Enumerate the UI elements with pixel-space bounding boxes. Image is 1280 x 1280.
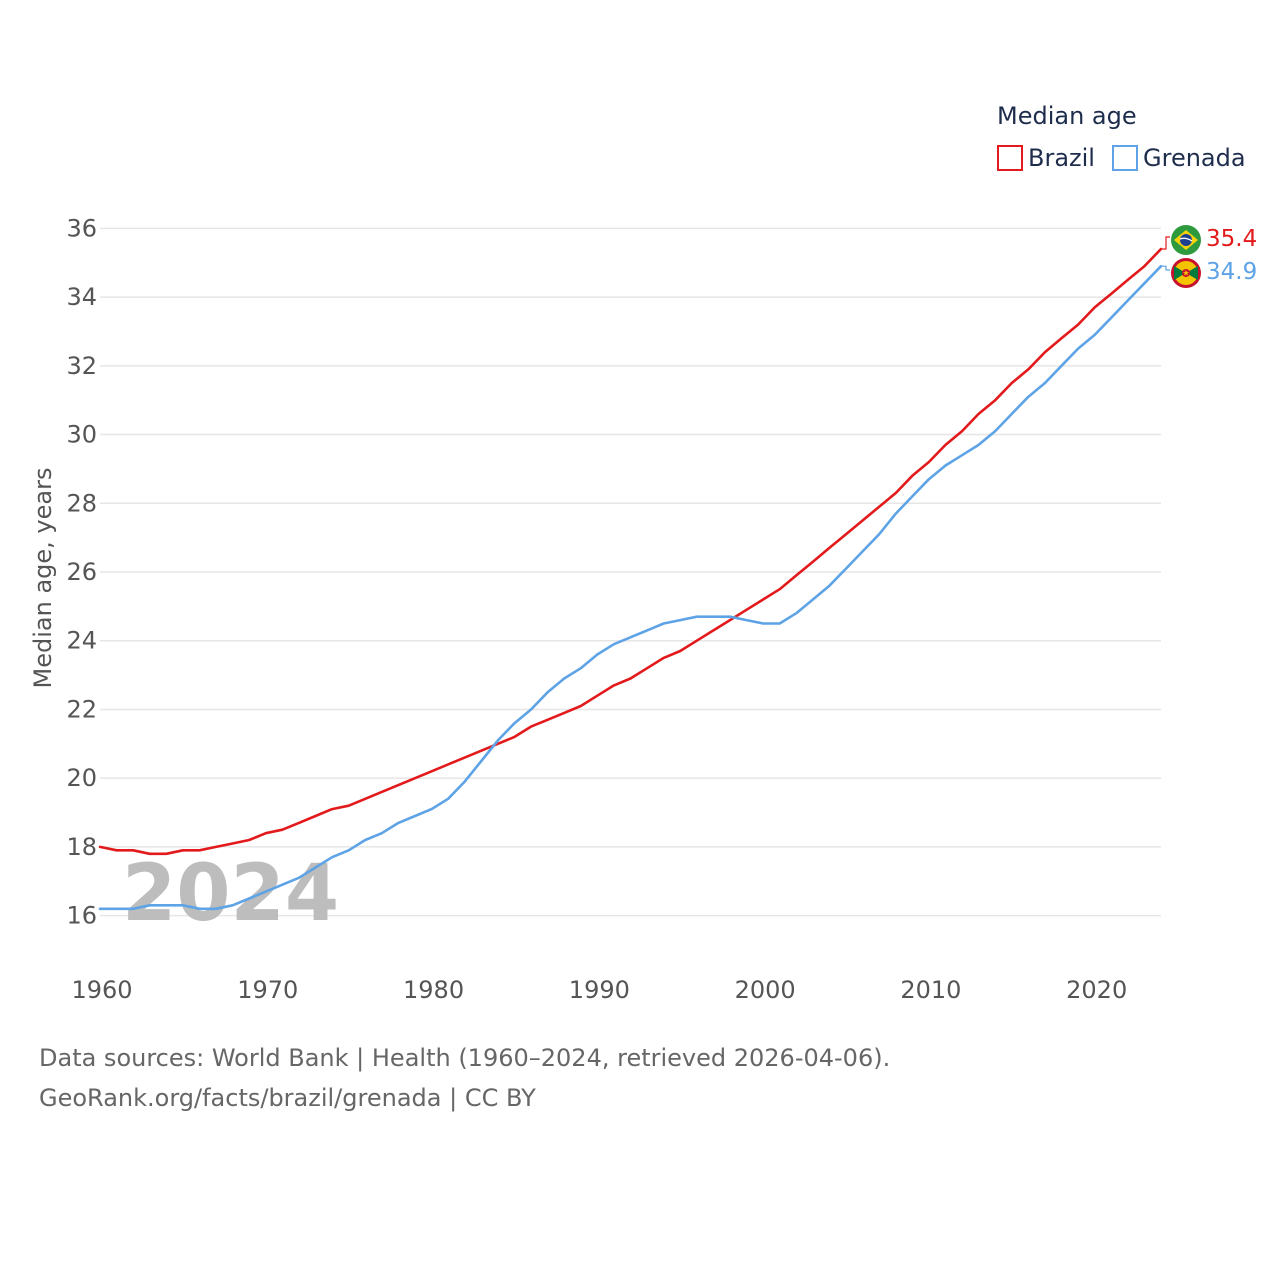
- y-tick-label: 30: [66, 421, 97, 449]
- y-tick-label: 20: [66, 764, 97, 792]
- y-tick-label: 34: [66, 283, 97, 311]
- y-axis-ticks: 16 18 20 22 24 26 28 30 32 34 36: [66, 214, 97, 929]
- x-tick-label: 1990: [569, 976, 630, 1004]
- legend-title: Median age: [997, 102, 1137, 130]
- source-link[interactable]: GeoRank.org/facts/brazil/grenada | CC BY: [39, 1084, 536, 1112]
- end-labels: 35.4 34.9: [1162, 226, 1257, 285]
- y-tick-label: 16: [66, 902, 97, 930]
- y-tick-label: 18: [66, 833, 97, 861]
- y-tick-label: 26: [66, 558, 97, 586]
- series-line-grenada[interactable]: [98, 264, 1163, 911]
- brazil-flag-icon: [1171, 225, 1201, 255]
- current-year-watermark: 2024: [122, 849, 339, 939]
- x-tick-label: 2000: [735, 976, 796, 1004]
- legend-label-brazil: Brazil: [1028, 144, 1095, 172]
- y-axis-title: Median age, years: [29, 468, 57, 689]
- y-tick-label: 36: [66, 214, 97, 242]
- legend-swatch-brazil: [997, 145, 1023, 171]
- data-source-note: Data sources: World Bank | Health (1960–…: [39, 1044, 891, 1072]
- y-tick-label: 28: [66, 489, 97, 517]
- y-tick-label: 32: [66, 352, 97, 380]
- x-tick-label: 2010: [900, 976, 961, 1004]
- end-label-connector: [1162, 236, 1170, 250]
- chart-canvas: 16 18 20 22 24 26 28 30 32 34 36 1960 1970 1980 1990 2…: [29, 102, 1257, 1004]
- end-value-label-grenada: 34.9: [1206, 259, 1257, 285]
- grenada-flag-icon: [1171, 258, 1201, 288]
- x-axis-ticks: 1960 1970 1980 1990 2000 2010 2020: [71, 976, 1127, 1004]
- end-value-label-brazil: 35.4: [1206, 226, 1257, 252]
- gridlines: [100, 227, 1161, 917]
- y-tick-label: 24: [66, 627, 97, 655]
- legend-item-brazil[interactable]: Brazil: [997, 144, 1095, 172]
- x-tick-label: 2020: [1066, 976, 1127, 1004]
- end-label-connector: [1162, 265, 1170, 271]
- legend-item-grenada[interactable]: Grenada: [1112, 144, 1246, 172]
- y-tick-label: 22: [66, 695, 97, 723]
- legend-swatch-grenada: [1112, 145, 1138, 171]
- x-tick-label: 1960: [71, 976, 132, 1004]
- legend-label-grenada: Grenada: [1143, 144, 1246, 172]
- series-lines: [98, 247, 1163, 911]
- x-tick-label: 1980: [403, 976, 464, 1004]
- series-line-brazil[interactable]: [98, 247, 1163, 856]
- x-tick-label: 1970: [237, 976, 298, 1004]
